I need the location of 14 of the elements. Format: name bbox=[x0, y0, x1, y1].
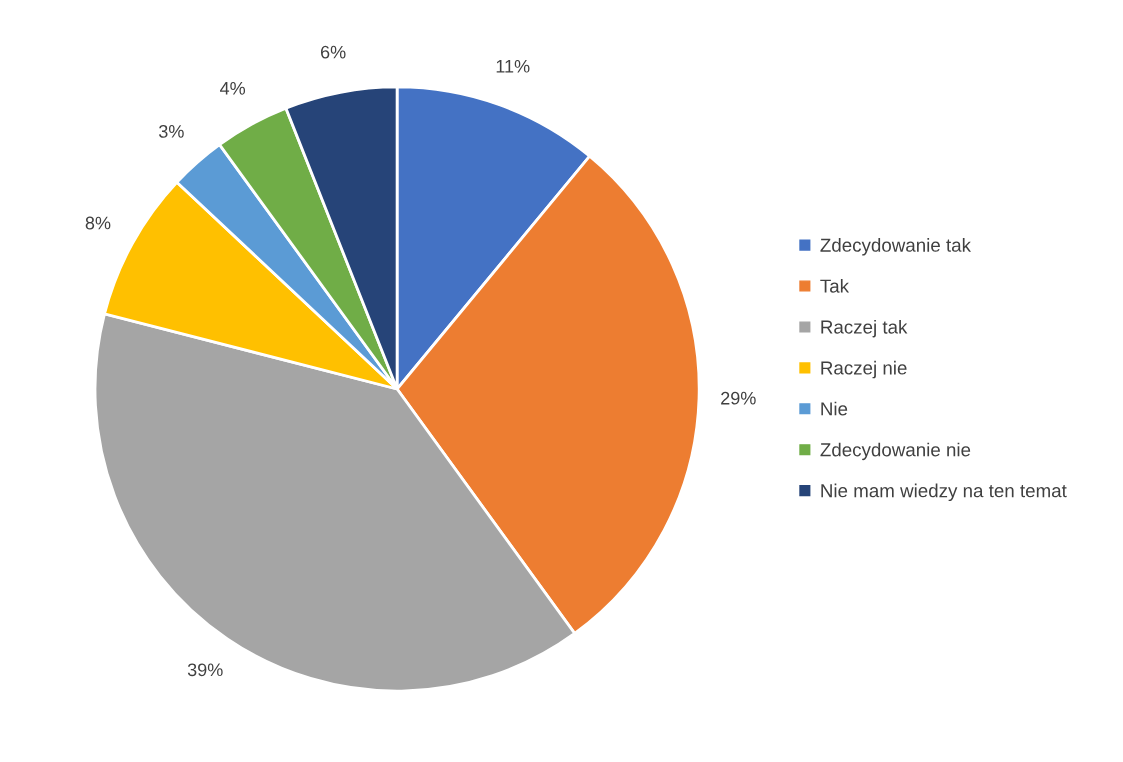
data-label: 3% bbox=[158, 125, 184, 138]
data-label: 4% bbox=[220, 82, 246, 95]
data-label: 39% bbox=[187, 663, 223, 677]
legend-label: Tak bbox=[820, 279, 850, 293]
legend-label: Zdecydowanie tak bbox=[820, 238, 972, 256]
legend-label: Zdecydowanie nie bbox=[820, 442, 971, 461]
legend-label: Raczej nie bbox=[821, 360, 907, 379]
legend-label: Nie mam wiedzy na ten temat bbox=[821, 483, 1067, 502]
data-label: 29% bbox=[721, 391, 756, 405]
legend-label: Raczej tak bbox=[821, 319, 908, 338]
legend-label: Nie bbox=[821, 401, 848, 416]
data-label: 11% bbox=[496, 59, 530, 73]
data-label: 6% bbox=[321, 45, 346, 59]
data-label: 8% bbox=[85, 216, 111, 230]
